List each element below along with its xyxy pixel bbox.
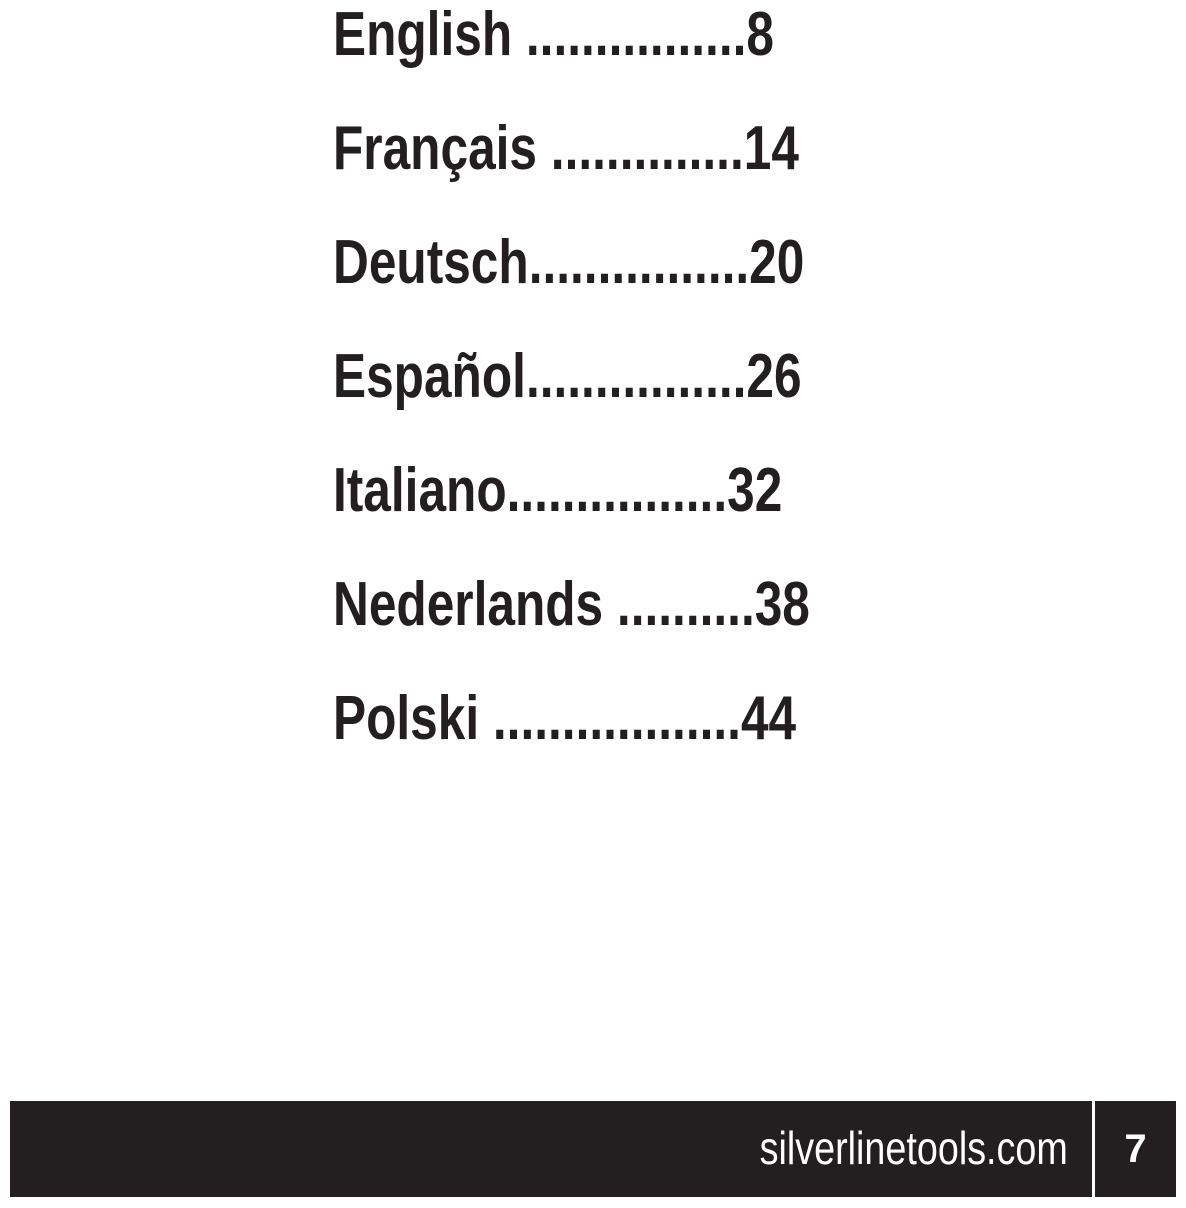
toc-page: 26 bbox=[746, 342, 802, 411]
toc-language: Italiano bbox=[333, 456, 507, 525]
toc-entry-nederlands[interactable]: Nederlands ..........38 bbox=[333, 574, 810, 688]
page-number: 7 bbox=[1124, 1127, 1147, 1171]
toc-page: 20 bbox=[749, 228, 805, 297]
toc-page: 8 bbox=[746, 0, 774, 69]
toc-entry-italiano[interactable]: Italiano................32 bbox=[333, 460, 810, 574]
toc-leader: .............. bbox=[537, 114, 744, 183]
toc-leader: ................ bbox=[512, 0, 747, 69]
toc-language: Deutsch bbox=[333, 228, 529, 297]
toc-language: Nederlands bbox=[333, 570, 604, 639]
toc-leader: ................ bbox=[525, 342, 747, 411]
toc-page: 38 bbox=[754, 570, 810, 639]
toc-language: Français bbox=[333, 114, 538, 183]
toc-page: 14 bbox=[743, 114, 799, 183]
toc-entry-deutsch[interactable]: Deutsch................20 bbox=[333, 232, 810, 346]
page-number-box: 7 bbox=[1095, 1101, 1176, 1197]
toc-page: 32 bbox=[727, 456, 783, 525]
toc-language: English bbox=[333, 0, 513, 69]
toc-leader: .................. bbox=[479, 684, 741, 753]
toc-entry-english[interactable]: English ................8 bbox=[333, 4, 810, 118]
toc-language: Polski bbox=[333, 684, 480, 753]
toc-leader: ................ bbox=[506, 456, 728, 525]
toc-leader: ................ bbox=[528, 228, 750, 297]
toc-language: Español bbox=[333, 342, 526, 411]
table-of-contents: English ................8 Français .....… bbox=[333, 4, 929, 802]
toc-page: 44 bbox=[740, 684, 797, 753]
footer-bar: silverlinetools.com bbox=[10, 1101, 1092, 1197]
website-link[interactable]: silverlinetools.com bbox=[759, 1122, 1068, 1174]
toc-entry-espanol[interactable]: Español................26 bbox=[333, 346, 810, 460]
toc-entry-polski[interactable]: Polski ..................44 bbox=[333, 688, 810, 802]
toc-leader: .......... bbox=[603, 570, 755, 639]
toc-entry-francais[interactable]: Français ..............14 bbox=[333, 118, 810, 232]
